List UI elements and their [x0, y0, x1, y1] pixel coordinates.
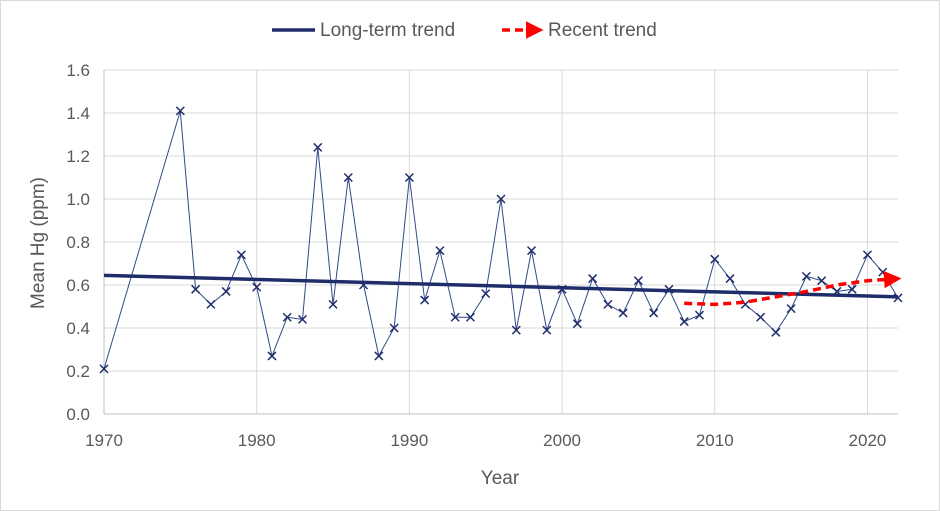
data-point-marker — [267, 351, 277, 361]
legend-long-term-label: Long-term trend — [320, 20, 455, 41]
data-point-marker — [420, 295, 430, 305]
data-point-marker — [649, 308, 659, 318]
data-point-marker — [481, 289, 491, 299]
data-point-marker — [465, 312, 475, 322]
data-point-marker — [99, 364, 109, 374]
x-axis-title: Year — [481, 468, 520, 489]
data-point-marker — [603, 299, 613, 309]
data-point-marker — [527, 246, 537, 256]
data-point-marker — [496, 194, 506, 204]
y-tick-label: 0.0 — [66, 405, 90, 424]
data-point-marker — [694, 310, 705, 320]
data-point-marker — [175, 106, 185, 116]
data-point-marker — [756, 312, 766, 322]
y-tick-label: 1.0 — [66, 190, 90, 209]
data-point-marker — [313, 142, 323, 152]
data-point-marker — [191, 284, 201, 294]
gridlines — [104, 69, 898, 414]
axes — [103, 70, 898, 415]
data-point-marker — [297, 314, 308, 324]
y-tick-label: 1.2 — [66, 147, 90, 166]
x-tick-labels: 1970 1980 1990 2000 2010 2020 — [85, 431, 886, 450]
y-tick-label: 0.2 — [66, 362, 90, 381]
x-tick-label: 1970 — [85, 431, 123, 450]
x-tick-label: 1980 — [238, 431, 276, 450]
legend-recent-label: Recent trend — [548, 20, 657, 41]
data-point-marker — [221, 286, 231, 296]
y-tick-label: 1.6 — [66, 61, 90, 80]
data-point-marker — [206, 299, 216, 309]
data-point-marker — [282, 312, 292, 322]
data-point-marker — [710, 254, 720, 264]
data-point-marker — [801, 271, 811, 281]
data-point-marker — [862, 250, 872, 260]
data-point-marker — [878, 267, 888, 277]
data-point-marker — [847, 284, 857, 294]
y-axis-title: Mean Hg (ppm) — [28, 177, 49, 309]
x-tick-label: 2020 — [849, 431, 887, 450]
recent-trend-line — [684, 270, 902, 307]
data-point-marker — [435, 246, 445, 256]
legend: Long-term trend Recent trend — [272, 20, 657, 41]
data-series — [99, 106, 903, 374]
trend-lines — [103, 270, 902, 307]
data-point-marker — [771, 327, 781, 337]
y-tick-label: 0.4 — [66, 319, 90, 338]
data-point-marker — [404, 172, 414, 183]
data-point-marker — [725, 274, 735, 284]
data-point-marker — [374, 351, 384, 361]
data-point-marker — [588, 274, 598, 284]
data-point-marker — [328, 299, 338, 309]
data-point-marker — [511, 325, 521, 335]
data-point-marker — [817, 276, 827, 286]
y-tick-label: 0.8 — [66, 233, 90, 252]
x-tick-label: 2000 — [543, 431, 581, 450]
y-tick-labels: 0.0 0.2 0.4 0.6 0.8 1.0 1.2 1.4 1.6 — [66, 61, 90, 424]
data-point-marker — [542, 325, 552, 335]
data-point-marker — [786, 304, 796, 314]
long-term-trend-line — [103, 273, 899, 299]
data-point-marker — [572, 319, 582, 329]
data-point-marker — [618, 308, 628, 318]
data-point-marker — [389, 323, 399, 333]
data-point-marker — [450, 312, 460, 322]
data-point-marker — [252, 282, 262, 292]
data-point-marker — [633, 276, 643, 286]
x-tick-label: 2010 — [696, 431, 734, 450]
y-tick-label: 1.4 — [66, 104, 90, 123]
x-tick-label: 1990 — [390, 431, 428, 450]
data-point-marker — [679, 317, 689, 327]
data-point-marker — [236, 250, 246, 260]
data-point-marker — [343, 172, 353, 183]
y-tick-label: 0.6 — [66, 276, 90, 295]
